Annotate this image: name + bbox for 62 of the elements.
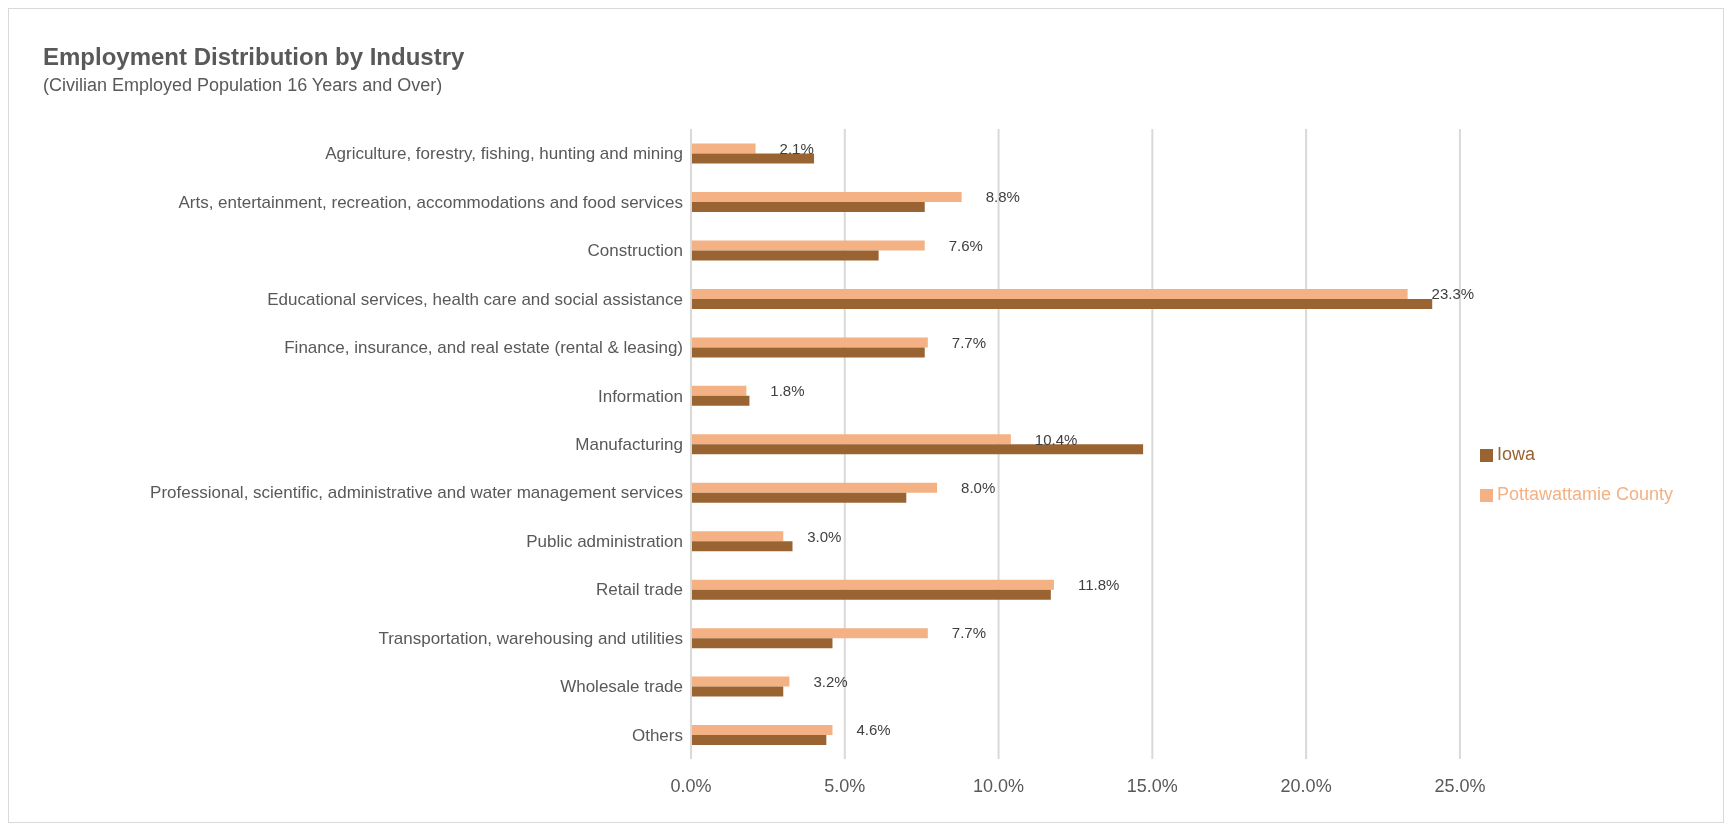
y-tick-label: Public administration [526,531,683,551]
y-tick-label: Professional, scientific, administrative and water management services [150,483,683,503]
bar [691,589,1051,600]
data-label: 4.6% [856,721,891,739]
text: Employment Distribution by Industry [43,43,465,71]
bar [691,531,784,542]
bar [691,143,756,154]
bar [691,153,815,164]
y-tick-label: Educational services, health care and social assistance [267,289,683,309]
x-tick-label: 5.0% [824,775,866,796]
bar [691,579,1054,590]
bar [691,202,925,212]
x-tick-label: 0.0% [670,775,712,796]
data-label: 10.4% [1034,430,1078,448]
bar [691,298,1433,309]
x-tick-label: 20.0% [1280,775,1332,796]
y-tick-label: Agriculture, forestry, fishing, hunting and mining [325,144,683,164]
legend-label: Iowa [1496,444,1535,464]
bar [691,638,833,649]
data-label: 23.3% [1431,285,1475,303]
data-label: 8.0% [961,479,996,497]
bar [691,628,928,639]
bar [691,482,938,493]
y-tick-label: Information [597,386,683,406]
text: (Civilian Employed Population 16 Years and Over) [43,75,443,96]
y-tick-label: Finance, insurance, and real estate (rental & leasing) [284,338,683,358]
y-tick-label: Manufacturing [575,435,683,455]
bar [691,192,962,202]
data-label: 2.1% [779,139,814,157]
y-tick-label: Retail trade [596,580,683,600]
bar [691,492,907,503]
bar [691,288,1408,299]
bar [691,385,747,396]
y-tick-label: Others [631,725,683,745]
y-tick-label: Wholesale trade [560,677,683,697]
data-label: 1.8% [770,382,805,400]
data-label: 3.2% [813,672,848,690]
y-tick-label: Arts, entertainment, recreation, accommodations and food services [178,192,683,212]
y-tick-label: Transportation, warehousing and utilities [378,628,683,648]
data-label: 8.8% [985,188,1020,206]
bar [691,434,1011,445]
bar [691,250,879,261]
bar [691,676,790,687]
bar [691,240,925,251]
data-label: 7.7% [951,333,987,351]
bar [691,686,784,697]
x-tick-label: 15.0% [1126,775,1178,796]
bar [691,395,750,406]
data-label: 3.0% [807,527,842,545]
x-tick-label: 10.0% [973,775,1025,796]
bar [691,444,1144,455]
y-tick-label: Construction [587,241,683,261]
data-label: 11.8% [1077,576,1120,594]
legend-label: Pottawattamie County [1496,484,1673,504]
bar [691,735,827,746]
bar [691,725,833,736]
x-tick-label: 25.0% [1434,775,1486,796]
data-label: 7.6% [948,236,983,254]
bar [691,337,928,348]
data-label: 7.7% [951,624,987,642]
bar [691,541,793,552]
bar [691,347,925,358]
